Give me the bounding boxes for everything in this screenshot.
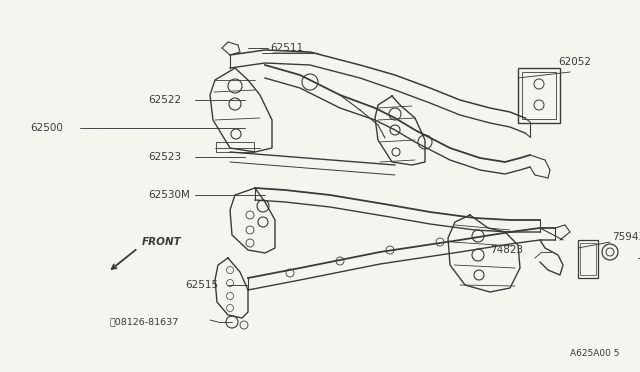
Text: 62500: 62500 [30,123,63,133]
Text: 62052: 62052 [558,57,591,67]
Text: Ⓑ08126-81637: Ⓑ08126-81637 [110,317,179,327]
Text: 62511: 62511 [270,43,303,53]
Text: 62530M: 62530M [148,190,190,200]
Text: 62522: 62522 [148,95,181,105]
Text: A625A00 5: A625A00 5 [570,349,620,358]
Bar [216,142,254,152]
Bar [580,243,596,275]
Text: 62523: 62523 [148,152,181,162]
Bar [518,68,560,123]
Text: 74823: 74823 [490,245,523,255]
Text: FRONT: FRONT [142,237,182,247]
Text: 62515: 62515 [185,280,218,290]
Text: 75943〈USA〉: 75943〈USA〉 [612,231,640,241]
Bar [522,72,556,119]
Bar [578,240,598,278]
